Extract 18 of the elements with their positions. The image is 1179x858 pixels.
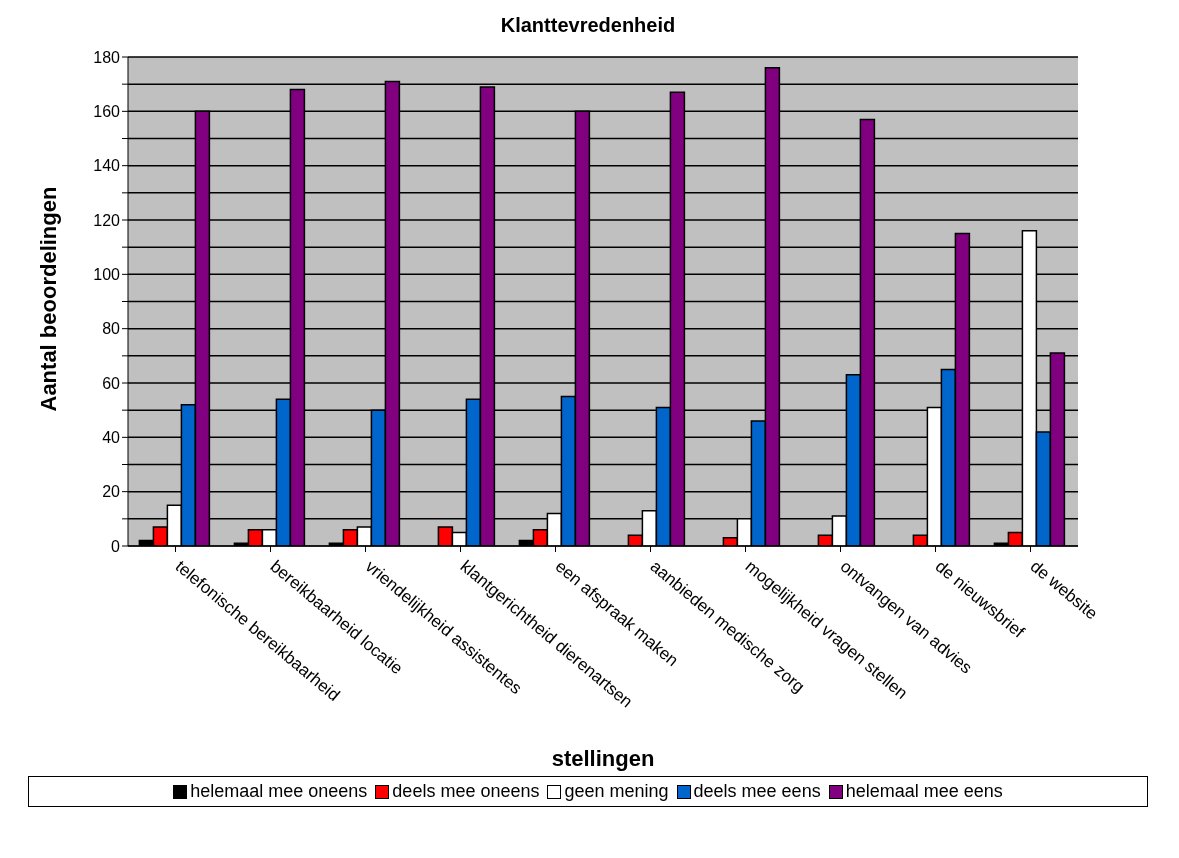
y-tick-label: 80: [102, 320, 121, 338]
legend-label: helemaal mee eens: [844, 781, 1003, 802]
legend-label: deels mee eens: [692, 781, 821, 802]
legend-label: helemaal mee oneens: [189, 781, 368, 802]
y-tick-label: 100: [93, 266, 121, 284]
y-tick-label: 120: [93, 211, 121, 229]
legend-label: geen mening: [563, 781, 669, 802]
chart-title: Klanttevredenheid: [499, 14, 677, 37]
y-tick-label: 0: [111, 537, 121, 555]
y-tick-label: 60: [102, 374, 121, 392]
y-tick-label: 160: [93, 103, 121, 121]
y-tick-label: 40: [102, 429, 121, 447]
y-tick-label: 20: [102, 483, 121, 501]
y-tick-label: 180: [93, 48, 121, 66]
y-axis-title: Aantal beoordelingen: [35, 186, 61, 412]
y-tick-label: 140: [93, 157, 121, 175]
legend-label: deels mee oneens: [391, 781, 540, 802]
x-axis-title: stellingen: [551, 746, 655, 771]
